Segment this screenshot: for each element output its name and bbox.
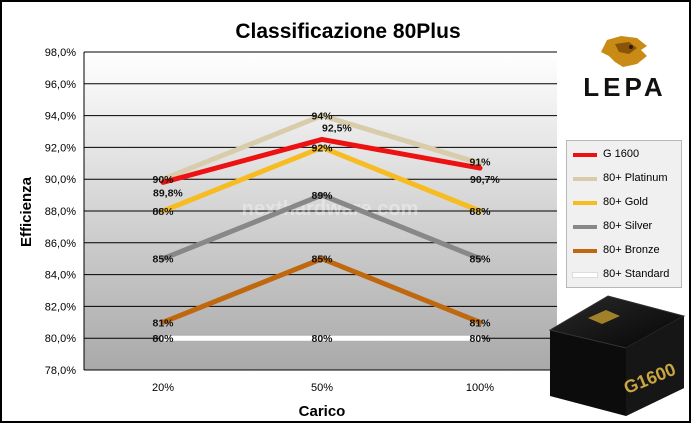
y-tick-label: 78,0%	[45, 365, 76, 377]
logo-text: LEPA	[583, 72, 666, 102]
legend-label: 80+ Gold	[603, 196, 648, 208]
y-tick-label: 92,0%	[45, 142, 76, 154]
x-tick-label: 20%	[152, 382, 174, 394]
data-labels: 89,8% 92,5% 90,7% 90% 94% 91% 88% 92% 88% 85% 89% 8…	[152, 111, 500, 346]
data-label: 90,7%	[470, 174, 500, 186]
data-label: 80%	[152, 333, 174, 345]
legend-label: 80+ Standard	[603, 268, 670, 280]
legend-item: G 1600	[573, 146, 681, 164]
data-label: 91%	[469, 156, 491, 168]
psu-product-image: G1600	[548, 295, 686, 416]
legend-item: 80+ Gold	[573, 194, 681, 212]
data-label: 81%	[469, 317, 491, 329]
data-label: 94%	[311, 111, 333, 123]
y-tick-label: 82,0%	[45, 301, 76, 313]
legend-label: 80+ Silver	[603, 220, 653, 232]
y-tick-label: 86,0%	[45, 238, 76, 250]
x-axis-title: Carico	[299, 403, 346, 420]
data-label: 85%	[152, 254, 174, 266]
lion-head-icon	[601, 36, 647, 67]
data-label: 88%	[152, 206, 174, 218]
x-tick-label: 100%	[466, 382, 494, 394]
legend-item: 80+ Bronze	[573, 242, 681, 260]
legend-swatch	[573, 153, 597, 157]
y-tick-label: 98,0%	[45, 47, 76, 59]
y-tick-label: 80,0%	[45, 333, 76, 345]
series-line	[160, 192, 483, 262]
y-axis-ticks: 78,0% 80,0% 82,0% 84,0% 86,0% 88,0% 90,0% 92,0%…	[45, 47, 76, 377]
data-label: 90%	[152, 174, 174, 186]
data-label: 80%	[469, 333, 491, 345]
legend: G 1600 80+ Platinum 80+ Gold 80+ Silver 80+ …	[566, 140, 682, 288]
legend-label: 80+ Bronze	[603, 244, 660, 256]
legend-swatch	[573, 225, 597, 229]
legend-item: 80+ Standard	[572, 266, 681, 284]
data-label: 89,8%	[153, 187, 183, 199]
chart-title: Classificazione 80Plus	[235, 20, 460, 43]
data-label: 89%	[311, 190, 333, 202]
legend-label: 80+ Platinum	[603, 172, 668, 184]
legend-swatch	[573, 177, 597, 181]
series-line	[160, 113, 483, 182]
y-tick-label: 84,0%	[45, 270, 76, 282]
data-label: 80%	[311, 333, 333, 345]
series-line	[160, 144, 483, 214]
y-axis-title: Efficienza	[18, 176, 35, 247]
y-tick-label: 88,0%	[45, 206, 76, 218]
data-label: 85%	[469, 254, 491, 266]
y-tick-label: 94,0%	[45, 111, 76, 123]
data-label: 92%	[311, 142, 333, 154]
legend-label: G 1600	[603, 148, 640, 160]
y-tick-label: 96,0%	[45, 79, 76, 91]
legend-swatch	[573, 201, 597, 205]
data-label: 88%	[469, 206, 491, 218]
legend-swatch	[573, 249, 597, 253]
x-axis-ticks: 20% 50% 100%	[152, 382, 494, 394]
series-line	[160, 256, 483, 325]
legend-swatch	[572, 272, 598, 278]
series-line	[160, 136, 483, 185]
legend-item: 80+ Platinum	[573, 170, 681, 188]
data-label: 81%	[152, 317, 174, 329]
series-lines	[160, 113, 483, 341]
y-tick-label: 90,0%	[45, 174, 76, 186]
data-label: 85%	[311, 254, 333, 266]
x-tick-label: 50%	[311, 382, 333, 394]
legend-item: 80+ Silver	[573, 218, 681, 236]
data-label: 92,5%	[322, 122, 352, 134]
lepa-logo: LEPA	[583, 36, 666, 102]
